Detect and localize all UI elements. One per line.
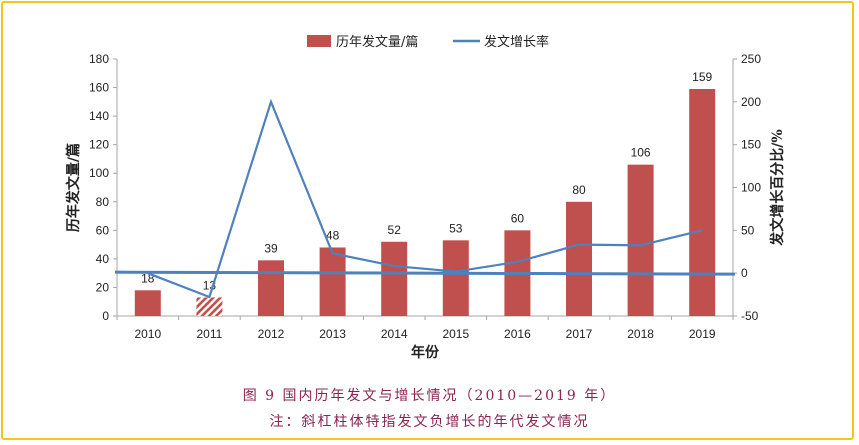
x-tick-label: 2014 [381, 327, 408, 341]
legend-bar-swatch [307, 35, 331, 47]
y-tick-label: 180 [89, 52, 109, 66]
x-tick-label: 2018 [627, 327, 654, 341]
x-tick-label: 2010 [134, 327, 161, 341]
y-tick-label: 20 [96, 280, 110, 294]
bar-label: 39 [264, 241, 278, 255]
x-tick-label: 2011 [196, 327, 222, 341]
bar-2013 [319, 247, 346, 316]
y2-tick-label: 0 [741, 266, 748, 280]
x-tick-label: 2016 [504, 327, 531, 341]
y-tick-label: 80 [96, 195, 110, 209]
legend-bar-label: 历年发文量/篇 [336, 34, 418, 50]
y2-axis-title: 发文增长百分比/% [769, 129, 786, 246]
bar-label: 52 [388, 223, 402, 237]
bar-2017 [566, 201, 592, 316]
x-tick-label: 2013 [319, 327, 346, 341]
y2-tick-label: 50 [741, 223, 755, 237]
figure-note: 注：斜杠柱体特指发文负增长的年代发文情况 [269, 414, 590, 430]
bar-label: 159 [692, 70, 712, 84]
figure-caption: 图 9 国内历年发文与增长情况（2010—2019 年） [242, 388, 617, 404]
y2-tick-label: 200 [741, 95, 761, 109]
y-tick-label: 120 [89, 138, 109, 152]
y-tick-label: 100 [89, 166, 109, 180]
y-tick-label: 40 [96, 252, 110, 266]
y-tick-label: 60 [96, 223, 110, 237]
bar-2010 [134, 290, 161, 316]
y2-tick-label: -50 [741, 309, 759, 323]
x-tick-label: 2012 [258, 327, 285, 341]
y2-tick-label: 150 [741, 138, 761, 152]
bar-label: 106 [631, 146, 651, 160]
bar-2012 [258, 260, 284, 316]
bar-label: 60 [511, 211, 525, 225]
y-axis-title: 历年发文量/篇 [65, 143, 82, 232]
bar-label: 53 [449, 221, 463, 235]
bar-2011 [196, 297, 223, 316]
bar-label: 80 [572, 183, 586, 197]
x-tick-label: 2019 [689, 327, 716, 341]
y-tick-label: 140 [89, 109, 109, 123]
y-tick-label: 0 [102, 309, 109, 323]
x-tick-label: 2017 [566, 327, 593, 341]
y2-tick-label: 250 [741, 52, 761, 66]
bar-2018 [627, 164, 654, 316]
bar-2014 [381, 241, 408, 316]
x-tick-label: 2015 [442, 327, 469, 341]
y-tick-label: 160 [89, 81, 109, 95]
bar-2019 [689, 88, 716, 316]
figure-frame [1, 1, 854, 440]
growth-rate-line [147, 98, 703, 299]
bar-2015 [442, 240, 469, 316]
zero-baseline [114, 270, 736, 276]
x-axis-title: 年份 [411, 344, 440, 361]
bar-label: 48 [326, 228, 340, 242]
y2-tick-label: 100 [741, 181, 761, 195]
legend-line-label: 发文增长率 [484, 34, 549, 50]
